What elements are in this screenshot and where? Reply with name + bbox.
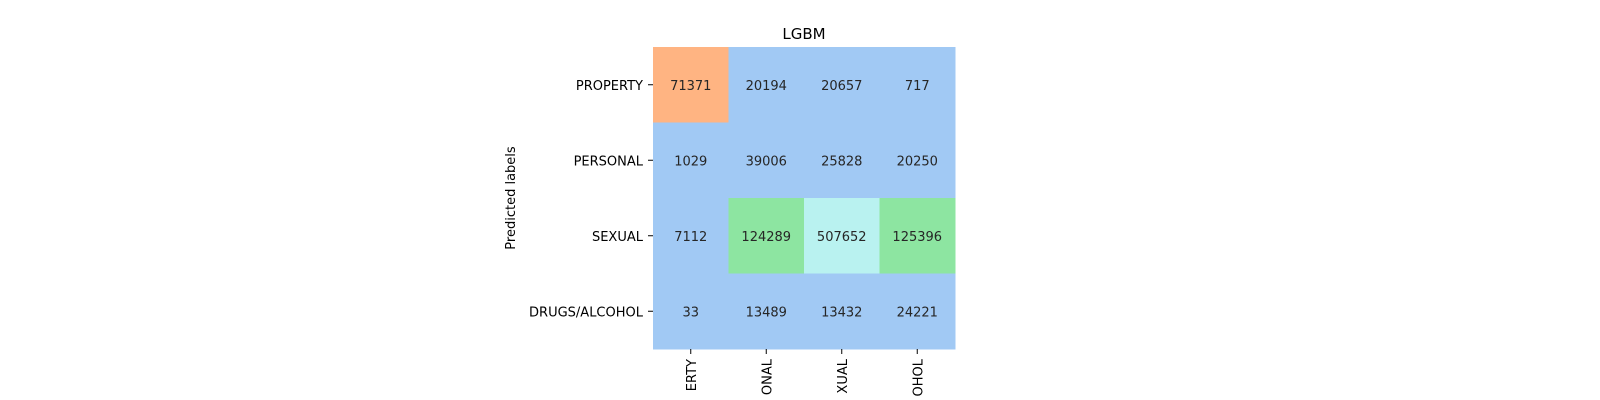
cell-value-label: 125396 [892, 230, 942, 245]
heatmap-cell [804, 47, 880, 123]
cell-value-label: 24221 [897, 305, 938, 320]
cell-value-label: 1029 [674, 154, 707, 169]
heatmap-cell [653, 47, 729, 123]
cell-value-label: 25828 [821, 154, 862, 169]
x-tick-label: ONAL [760, 358, 775, 395]
heatmap-cell [879, 122, 956, 199]
heatmap-cell [653, 122, 729, 199]
cell-value-label: 717 [905, 79, 930, 94]
heatmap-cell [804, 198, 880, 274]
x-tick-label: OHOL [911, 358, 926, 396]
x-tick-label: ERTY [685, 359, 700, 391]
x-axis-ticks: ERTY ONAL XUAL OHOL [685, 349, 926, 396]
heatmap-cell [804, 122, 880, 199]
cell-value-label: 7112 [674, 230, 707, 245]
cell-value-label: 20250 [897, 154, 938, 169]
y-tick-label: SEXUAL [592, 230, 644, 245]
y-tick-label: PROPERTY [576, 79, 643, 94]
heatmap-cell [728, 198, 805, 274]
heatmap-cell [804, 273, 880, 350]
cell-value-label: 13432 [821, 305, 862, 320]
heatmap-cell [728, 122, 805, 199]
cell-value-label: 20657 [821, 79, 862, 94]
cell-value-label: 39006 [746, 154, 787, 169]
chart-title: LGBM [782, 25, 825, 43]
heatmap-cells [653, 47, 956, 350]
heatmap-cell [653, 198, 729, 274]
heatmap-cell [879, 273, 956, 350]
cell-value-label: 20194 [746, 79, 787, 94]
cell-value-label: 13489 [746, 305, 787, 320]
cell-value-label: 124289 [741, 230, 791, 245]
heatmap-cell [653, 273, 729, 350]
heatmap-cell [728, 273, 805, 350]
heatmap-cell [728, 47, 805, 123]
x-tick-label: XUAL [836, 358, 851, 393]
cell-value-label: 507652 [817, 230, 867, 245]
cell-value-label: 71371 [670, 79, 711, 94]
y-axis-label: Predicted labels [504, 146, 519, 250]
y-axis-ticks: PROPERTY PERSONAL SEXUAL DRUGS/ALCOHOL [529, 79, 653, 320]
y-tick-label: DRUGS/ALCOHOL [529, 305, 644, 320]
heatmap-cell [879, 198, 956, 274]
cell-value-label: 33 [682, 305, 699, 320]
y-tick-label: PERSONAL [574, 154, 644, 169]
heatmap-cell [879, 47, 956, 123]
heatmap-cell-labels: 71371 20194 20657 717 1029 39006 25828 20250 711… [670, 79, 942, 321]
